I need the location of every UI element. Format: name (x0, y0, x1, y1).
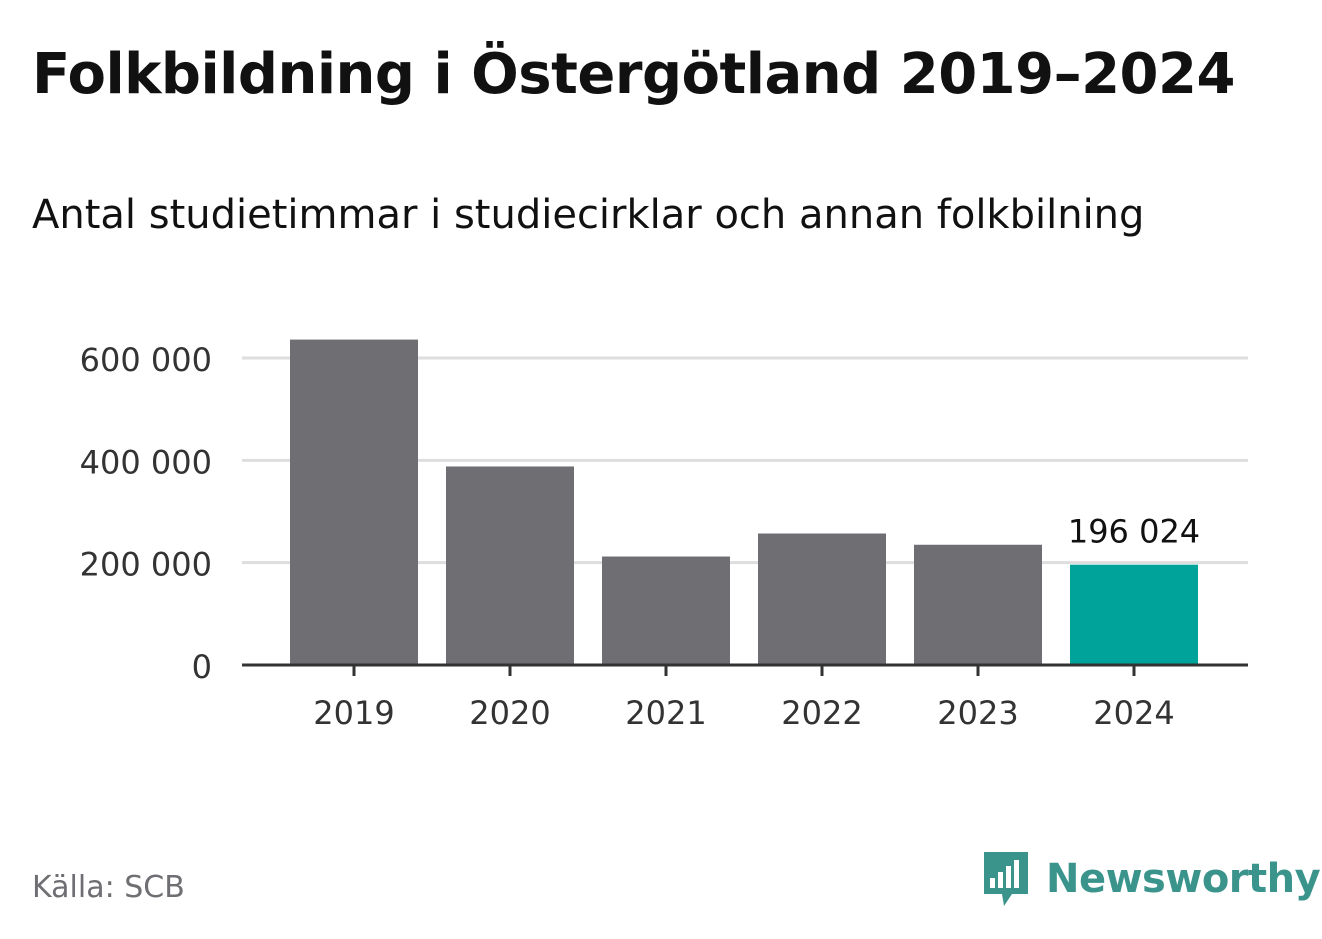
bar-2023 (914, 544, 1042, 665)
y-tick-label: 200 000 (80, 546, 212, 584)
y-tick-label: 400 000 (80, 443, 212, 481)
data-label: 196 024 (1068, 513, 1200, 551)
chart-title: Folkbildning i Östergötland 2019–2024 (32, 42, 1235, 107)
labels: 0 200 000 400 000 600 000 2019 2020 2021 2022 20… (80, 341, 1200, 732)
axes (242, 663, 1248, 676)
chart-subtitle: Antal studietimmar i studiecirklar och a… (32, 192, 1145, 238)
y-tick-label: 600 000 (80, 341, 212, 379)
x-tick-label: 2019 (313, 694, 394, 732)
bar-chart-speech-bubble-icon (984, 852, 1028, 906)
bar-2019 (290, 339, 418, 665)
source-note: Källa: SCB (32, 870, 185, 905)
bar-2024 (1070, 564, 1198, 665)
y-tick-label: 0 (192, 648, 212, 686)
x-tick-label: 2021 (625, 694, 706, 732)
x-tick-label: 2024 (1093, 694, 1174, 732)
bar-2021 (602, 556, 730, 665)
x-tick-label: 2022 (781, 694, 862, 732)
x-tick-label: 2023 (937, 694, 1018, 732)
bar-2020 (446, 466, 574, 665)
x-tick-label: 2020 (469, 694, 550, 732)
bars (290, 339, 1198, 665)
bar-2022 (758, 533, 886, 665)
brand-name: Newsworthy (1046, 856, 1321, 902)
brand: Newsworthy (980, 848, 1321, 910)
